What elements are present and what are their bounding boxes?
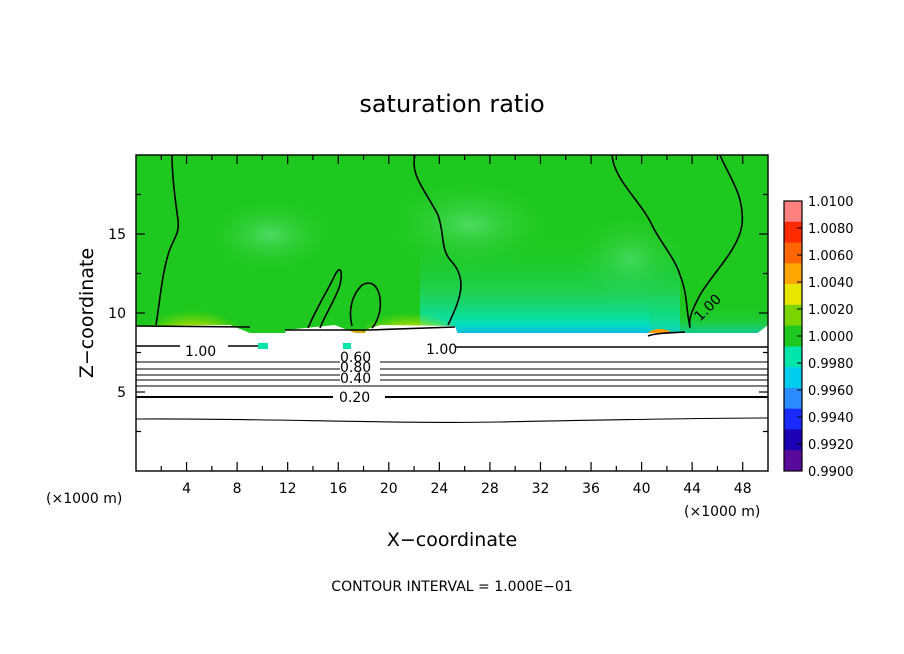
x-tick-label: 40 [633, 481, 651, 497]
chart-title: saturation ratio [359, 90, 544, 118]
contour-interval-note: CONTOUR INTERVAL = 1.000E−01 [331, 579, 572, 595]
colorbar-label: 1.0000 [808, 330, 854, 345]
contour-labels: 1.00 1.00 1.00 0.60 0.80 0.40 0.20 [185, 291, 725, 406]
colorbar-swatch [784, 201, 802, 223]
x-axis-label: X−coordinate [387, 529, 517, 551]
colorbar-label: 0.9980 [808, 357, 854, 372]
colorbar-label: 1.0080 [808, 222, 854, 237]
x-tick-label: 24 [430, 481, 448, 497]
x-axis-ticks [160, 155, 744, 471]
contour-label: 1.00 [426, 342, 457, 358]
y-axis-label: Z−coordinate [76, 248, 98, 378]
colorbar-swatch [784, 242, 802, 264]
colorbar-label: 1.0020 [808, 303, 854, 318]
x-tick-label: 28 [481, 481, 499, 497]
colorbar-label: 1.0060 [808, 249, 854, 264]
x-axis-tick-labels: 4 8 12 16 20 24 28 32 36 40 44 48 [182, 481, 752, 497]
y-tick-label: 15 [108, 227, 126, 243]
colorbar-swatch [784, 387, 802, 410]
heatmap-field [136, 155, 768, 471]
colorbar-labels: 1.0100 1.0080 1.0060 1.0040 1.0020 1.0000 0.99… [808, 195, 854, 480]
x-tick-label: 32 [532, 481, 550, 497]
colorbar-label: 0.9960 [808, 384, 854, 399]
x-tick-label: 36 [582, 481, 600, 497]
y-tick-label: 10 [108, 306, 126, 322]
contour-label: 0.20 [339, 390, 370, 406]
colorbar-swatch [784, 304, 802, 327]
colorbar-swatch [784, 367, 802, 389]
contour-lines [136, 155, 768, 423]
x-unit-label-right: (×1000 m) [684, 504, 760, 520]
x-tick-label: 8 [233, 481, 242, 497]
colorbar-swatch [784, 408, 802, 430]
contour-label: 0.80 [340, 360, 371, 376]
y-axis-ticks [136, 193, 768, 433]
contour-label: 0.60 [340, 350, 371, 366]
x-tick-label: 12 [279, 481, 297, 497]
colorbar-swatch [784, 284, 802, 306]
colorbar-label: 0.9900 [808, 465, 854, 480]
x-tick-label: 4 [182, 481, 191, 497]
x-tick-label: 20 [380, 481, 398, 497]
y-tick-label: 5 [117, 385, 126, 401]
contour-label: 1.00 [185, 344, 216, 360]
y-axis-tick-labels: 5 10 15 [108, 227, 126, 401]
colorbar-swatch [784, 346, 802, 368]
colorbar-label: 1.0040 [808, 276, 854, 291]
contour-label: 0.40 [340, 371, 371, 387]
colorbar-label: 0.9920 [808, 438, 854, 453]
x-tick-label: 16 [329, 481, 347, 497]
colorbar [783, 200, 803, 472]
colorbar-swatch [784, 429, 802, 451]
colorbar-label: 1.0100 [808, 195, 854, 210]
x-tick-label: 44 [683, 481, 701, 497]
x-tick-label: 48 [734, 481, 752, 497]
colorbar-label: 0.9940 [808, 411, 854, 426]
colorbar-swatch [784, 263, 802, 285]
colorbar-swatch [784, 221, 802, 244]
colorbar-swatch [784, 325, 802, 347]
x-unit-label-left: (×1000 m) [46, 491, 122, 507]
colorbar-swatch [784, 450, 802, 472]
